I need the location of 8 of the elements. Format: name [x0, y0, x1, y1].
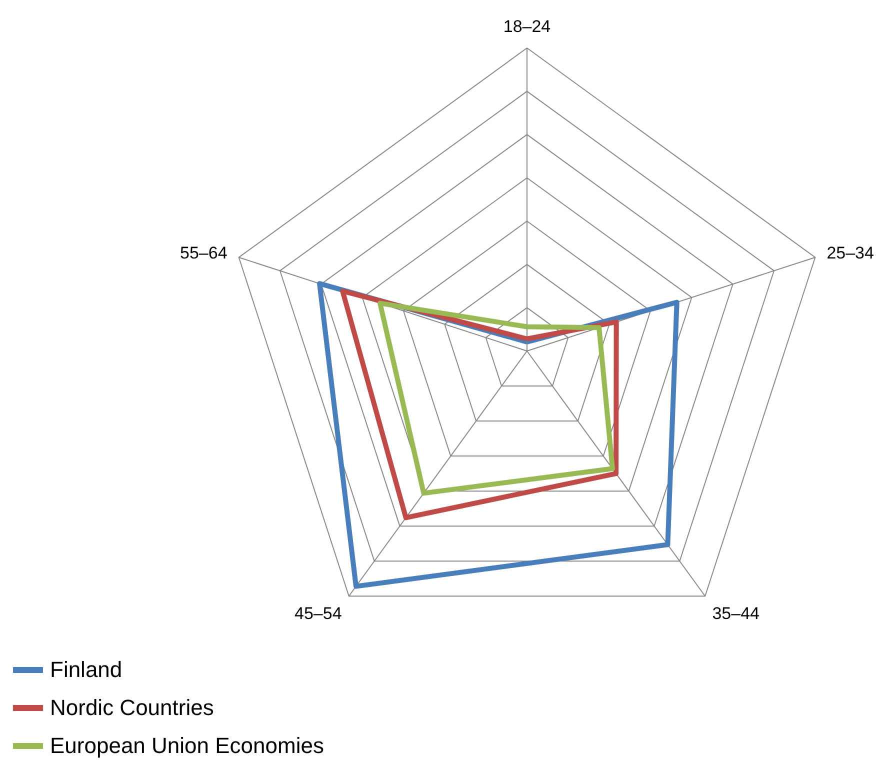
- spoke-label: 45–54: [294, 604, 342, 623]
- spoke-label: 25–34: [826, 244, 874, 263]
- legend-label: European Union Economies: [50, 733, 324, 758]
- spoke-label: 55–64: [180, 244, 228, 263]
- spoke-label: 18–24: [503, 16, 551, 36]
- legend-label: Finland: [50, 657, 122, 682]
- legend-label: Nordic Countries: [50, 695, 214, 720]
- spoke-label: 35–44: [712, 604, 760, 623]
